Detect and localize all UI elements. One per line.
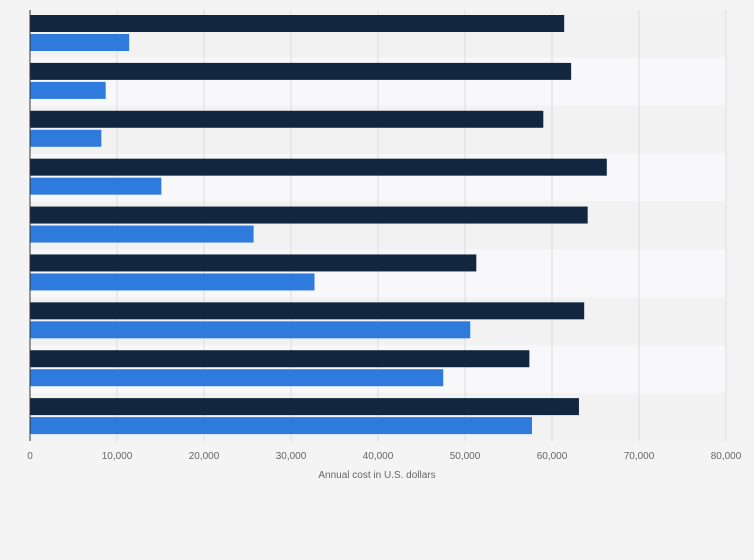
x-tick-label: 80,000 (711, 451, 742, 462)
bars (30, 15, 607, 435)
bar-series-1 (30, 302, 585, 320)
bar-series-2 (30, 34, 130, 51)
x-tick-label: 50,000 (450, 451, 481, 462)
x-tick-label: 30,000 (276, 451, 307, 462)
bar-series-2 (30, 225, 254, 243)
bar-series-2 (30, 81, 106, 99)
bar-series-2 (30, 273, 315, 291)
x-tick-labels: 0 10,000 20,000 30,000 40,000 50,000 60,000 70,… (27, 451, 742, 462)
x-tick-label: 0 (27, 451, 33, 462)
bar-series-1 (30, 158, 607, 176)
x-tick-label: 60,000 (537, 451, 568, 462)
x-tick-label: 40,000 (363, 451, 394, 462)
bar-series-1 (30, 110, 544, 128)
bar-series-2 (30, 129, 102, 147)
x-tick-label: 20,000 (189, 451, 220, 462)
x-tick-label: 10,000 (102, 451, 133, 462)
bar-series-1 (30, 15, 565, 32)
bar-series-2 (30, 177, 162, 195)
bar-series-2 (30, 321, 471, 339)
bar-series-2 (30, 369, 444, 387)
bar-series-1 (30, 350, 530, 368)
gridlines (116, 10, 727, 441)
bar-series-1 (30, 62, 572, 80)
x-tick-label: 70,000 (624, 451, 655, 462)
bar-series-1 (30, 254, 477, 272)
bar-series-1 (30, 398, 579, 416)
x-axis-title: Annual cost in U.S. dollars (318, 470, 435, 481)
bar-series-1 (30, 206, 588, 224)
bar-series-2 (30, 417, 532, 435)
